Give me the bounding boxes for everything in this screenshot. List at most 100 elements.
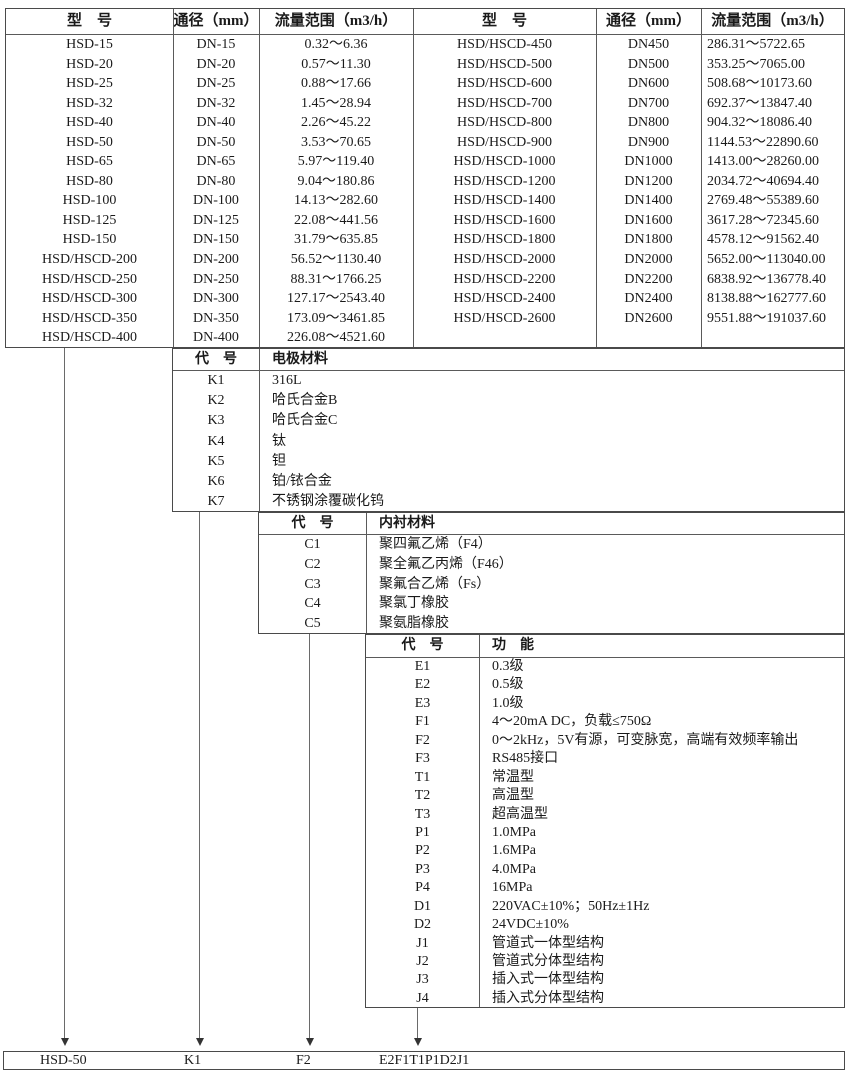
flow-table-row: HSD/HSCD-1600 DN1600 3617.28～72345.60 [413,211,844,231]
header-label: 电极材料 [272,352,328,367]
function-row: P2 1.6MPa [366,842,844,860]
desc-cell: 1.6MPa [492,843,536,859]
flow-range-cell: 5652.00～113040.00 [707,252,826,268]
flow-table-row: HSD/HSCD-350 DN-350 173.09～3461.85 [6,309,413,329]
flow-table-row: HSD/HSCD-250 DN-250 88.31～1766.25 [6,270,413,290]
header-model-left: 型 号 [66,13,112,29]
desc-cell: 插入式分体型结构 [492,990,604,1006]
flow-range-cell: 88.31～1766.25 [290,271,382,287]
model-cell: HSD/HSCD-700 [457,95,552,111]
flow-table-row: HSD/HSCD-400 DN-400 226.08～4521.60 [6,328,413,348]
code-cell: P4 [415,880,430,896]
diameter-cell: DN1600 [624,212,673,228]
code-cell: T1 [414,769,431,785]
desc-cell: 1.0级 [492,695,524,711]
flow-range-cell: 2769.48～55389.60 [707,193,819,209]
code-cell: P1 [415,824,430,840]
model-cell: HSD/HSCD-2200 [453,271,556,287]
diameter-cell: DN-400 [193,330,239,346]
code-cell: C1 [304,537,321,552]
diameter-cell: DN-350 [193,310,239,326]
column-divider [259,9,260,347]
function-row: D2 24VDC±10% [366,916,844,934]
desc-cell: 超高温型 [492,806,548,822]
flow-table-row: HSD-150 DN-150 31.79～635.85 [6,230,413,250]
code-cell: K2 [207,393,225,409]
function-row: P4 16MPa [366,879,844,897]
flow-table-right-half: HSD/HSCD-450 DN450 286.31～5722.65 HSD/HS… [413,35,844,328]
model-cell: HSD-125 [62,212,117,228]
flow-range-cell: 5.97～119.40 [297,154,375,170]
diameter-cell: DN-20 [196,56,236,72]
header-diameter-right: 通径（mm） [606,13,691,29]
flow-table-row: HSD/HSCD-800 DN800 904.32～18086.40 [413,113,844,133]
lining-material-table: 代 号 内衬材料 C1 聚四氟乙烯（F4） C2 聚全氟乙丙烯（F46） C3 … [258,512,845,634]
desc-cell: RS485接口 [492,751,559,767]
code-cell: E1 [414,659,431,674]
flow-table-row: HSD/HSCD-600 DN600 508.68～10173.60 [413,74,844,94]
flow-table-row: HSD-65 DN-65 5.97～119.40 [6,152,413,172]
model-cell: HSD/HSCD-400 [42,330,137,346]
flow-range-cell: 9.04～180.86 [297,173,375,189]
model-cell: HSD/HSCD-500 [457,56,552,72]
electrode-row: K2 哈氏合金B [173,391,844,411]
flow-range-cell: 3.53～70.65 [301,134,371,150]
diameter-cell: DN1800 [624,232,673,248]
lining-row: C4 聚氯丁橡胶 [259,594,844,614]
flow-table-row: HSD-20 DN-20 0.57～11.30 [6,55,413,75]
flow-table-row: HSD/HSCD-1400 DN1400 2769.48～55389.60 [413,191,844,211]
code-cell: J4 [416,990,429,1006]
function-row: F2 0～2kHz，5V有源，可变脉宽，高端有效频率输出 [366,732,844,750]
model-cell: HSD-20 [66,56,113,72]
column-divider [173,9,174,347]
desc-cell: 220VAC±10%；50Hz±1Hz [492,898,650,914]
flow-table-row: HSD/HSCD-2000 DN2000 5652.00～113040.00 [413,250,844,270]
flow-range-cell: 3617.28～72345.60 [707,212,819,228]
model-cell: HSD-32 [66,95,113,111]
desc-cell: 1.0MPa [492,824,536,840]
desc-cell: 管道式分体型结构 [492,954,604,969]
lining-table-header: 代 号 内衬材料 [259,513,844,535]
flow-table-row: HSD/HSCD-1800 DN1800 4578.12～91562.40 [413,230,844,250]
model-cell: HSD-15 [66,37,113,52]
flow-table-row: HSD-50 DN-50 3.53～70.65 [6,133,413,153]
diameter-cell: DN800 [627,115,670,131]
flow-range-cell: 353.25～7065.00 [707,56,805,72]
diameter-cell: DN1200 [624,173,673,189]
code-cell: K4 [207,433,225,449]
example-electrode-code: K1 [184,1053,202,1068]
model-cell: HSD/HSCD-300 [42,291,137,307]
code-cell: J1 [416,935,429,951]
desc-cell: 聚四氟乙烯（F4） [379,537,492,552]
flow-table-header: 型 号 通径（mm） 流量范围（m3/h） 型 号 通径（mm） 流量范围（m3… [6,9,844,35]
model-cell: HSD/HSCD-1800 [453,232,556,248]
flow-table-row: HSD-15 DN-15 0.32～6.36 [6,35,413,55]
lining-row: C1 聚四氟乙烯（F4） [259,535,844,555]
electrode-row: K6 铂/铱合金 [173,472,844,492]
desc-cell: 24VDC±10% [492,917,569,933]
flow-table-row: HSD/HSCD-1000 DN1000 1413.00～28260.00 [413,152,844,172]
function-row: E2 0.5级 [366,676,844,694]
function-row: T2 高温型 [366,787,844,805]
flow-table-row: HSD/HSCD-200 DN-200 56.52～1130.40 [6,250,413,270]
code-cell: K6 [207,473,225,489]
model-cell: HSD/HSCD-1600 [453,212,556,228]
flow-table-row: HSD/HSCD-500 DN500 353.25～7065.00 [413,55,844,75]
lining-row: C2 聚全氟乙丙烯（F46） [259,555,844,575]
electrode-row: K3 哈氏合金C [173,411,844,431]
diameter-cell: DN-150 [193,232,239,248]
function-row: J1 管道式一体型结构 [366,935,844,953]
diameter-cell: DN2000 [624,252,673,268]
flow-table-row: HSD/HSCD-1200 DN1200 2034.72～40694.40 [413,172,844,192]
desc-cell: 钛 [272,433,286,449]
flow-table-row: HSD-25 DN-25 0.88～17.66 [6,74,413,94]
diameter-cell: DN-15 [196,37,236,52]
model-cell: HSD-100 [62,193,117,209]
flow-range-cell: 0.32～6.36 [304,37,368,52]
model-cell: HSD/HSCD-1200 [453,173,556,189]
code-cell: J3 [416,972,429,988]
desc-cell: 钽 [272,453,286,469]
desc-cell: 4～20mA DC，负载≤750Ω [492,714,652,730]
desc-cell: 不锈钢涂覆碳化钨 [272,494,384,510]
